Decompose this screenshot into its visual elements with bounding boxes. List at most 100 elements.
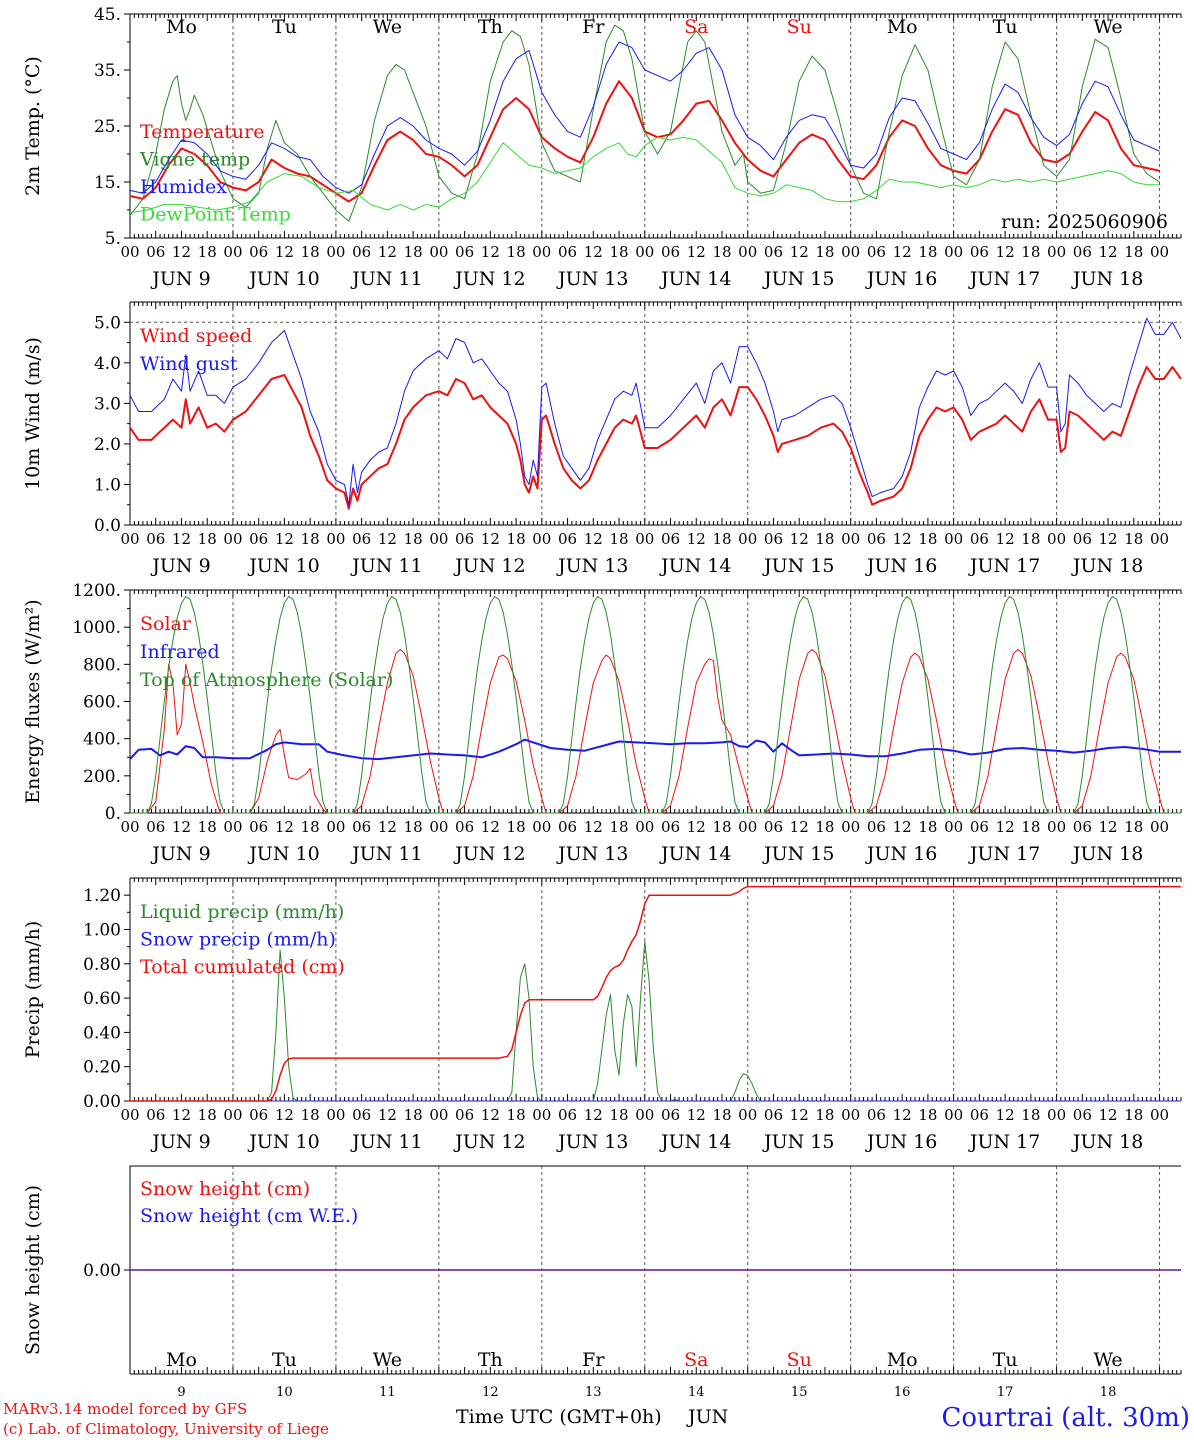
hour-tick-label: 00	[429, 243, 448, 261]
hour-tick-label: 18	[404, 530, 423, 548]
hour-tick-label: 18	[507, 818, 526, 836]
hour-tick-label: 12	[275, 243, 294, 261]
hour-tick-label: 18	[301, 818, 320, 836]
hour-tick-label: 06	[867, 818, 886, 836]
hour-tick-label: 18	[507, 243, 526, 261]
date-label: JUN 13	[556, 1131, 628, 1153]
hour-tick-label: 12	[687, 818, 706, 836]
hour-tick-label: 12	[1099, 1106, 1118, 1124]
legend-entry: DewPoint Temp	[140, 204, 291, 226]
date-label: JUN 17	[968, 1131, 1040, 1153]
date-label: JUN 18	[1071, 555, 1143, 577]
y-axis-label: 10m Wind (m/s)	[22, 337, 44, 490]
hour-tick-label: 06	[455, 530, 474, 548]
hour-tick-label: 06	[661, 1106, 680, 1124]
weekday-label: We	[373, 16, 402, 38]
hour-tick-label: 00	[635, 1106, 654, 1124]
legend-entry: Top of Atmosphere (Solar)	[140, 669, 393, 691]
hour-tick-label: 18	[404, 1106, 423, 1124]
hour-tick-label: 12	[275, 1106, 294, 1124]
y-tick-label: 0.	[105, 804, 121, 824]
hour-tick-label: 00	[841, 530, 860, 548]
y-tick-label: 3.0	[94, 394, 121, 414]
hour-tick-label: 12	[790, 1106, 809, 1124]
date-label: JUN 11	[350, 268, 422, 290]
day-number-label: 12	[482, 1385, 499, 1400]
legend-entry: Wind speed	[140, 325, 252, 347]
hour-tick-label: 18	[815, 530, 834, 548]
month-label: JUN	[686, 1406, 728, 1428]
hour-tick-label: 06	[970, 818, 989, 836]
hour-tick-label: 06	[146, 1106, 165, 1124]
date-label: JUN 9	[150, 1131, 210, 1153]
legend-entry: Total cumulated (cm)	[140, 956, 345, 978]
hour-tick-label: 06	[455, 818, 474, 836]
hour-tick-label: 00	[1150, 243, 1169, 261]
hour-tick-label: 06	[764, 818, 783, 836]
hour-tick-label: 06	[661, 818, 680, 836]
hour-tick-label: 18	[1124, 243, 1143, 261]
date-label: JUN 15	[762, 268, 834, 290]
hour-tick-label: 12	[996, 818, 1015, 836]
series-line-energy-0	[130, 649, 1181, 814]
hour-tick-label: 18	[609, 243, 628, 261]
hour-tick-label: 18	[1021, 1106, 1040, 1124]
hour-tick-label: 06	[867, 243, 886, 261]
hour-tick-label: 06	[661, 530, 680, 548]
hour-tick-label: 00	[326, 818, 345, 836]
y-tick-label: 4.0	[94, 354, 121, 374]
y-tick-label: 35.	[94, 61, 121, 81]
hour-tick-label: 00	[635, 530, 654, 548]
hour-tick-label: 06	[249, 530, 268, 548]
hour-tick-label: 12	[893, 530, 912, 548]
series-line-temp-2	[129, 41, 1160, 194]
hour-tick-label: 12	[481, 818, 500, 836]
weekday-label: Th	[478, 16, 503, 38]
weekday-label: Tu	[993, 16, 1018, 38]
hour-tick-label: 06	[661, 243, 680, 261]
hour-tick-label: 12	[584, 1106, 603, 1124]
day-number-label: 16	[894, 1385, 911, 1400]
hour-tick-label: 06	[558, 530, 577, 548]
hour-tick-label: 00	[223, 1106, 242, 1124]
hour-tick-label: 06	[249, 243, 268, 261]
date-label: JUN 12	[453, 1131, 525, 1153]
weekday-label: We	[373, 1349, 402, 1371]
hour-tick-label: 12	[893, 818, 912, 836]
hour-tick-label: 12	[172, 818, 191, 836]
hour-tick-label: 12	[687, 243, 706, 261]
date-label: JUN 15	[762, 843, 834, 865]
date-label: JUN 13	[556, 268, 628, 290]
hour-tick-label: 18	[815, 1106, 834, 1124]
date-label: JUN 14	[659, 843, 731, 865]
hour-tick-label: 06	[867, 530, 886, 548]
legend-entry: Infrared	[140, 641, 220, 663]
hour-tick-label: 00	[223, 530, 242, 548]
hour-tick-label: 18	[301, 530, 320, 548]
y-tick-label: 0.60	[83, 989, 121, 1009]
panel-precip: 0.00 0.20 0.40 0.60 0.80 1.00 1.20 Precip (mm/h…	[22, 877, 1182, 1153]
hour-tick-label: 06	[249, 818, 268, 836]
hour-tick-label: 00	[1047, 1106, 1066, 1124]
hour-tick-label: 00	[738, 1106, 757, 1124]
hour-tick-label: 06	[764, 1106, 783, 1124]
hour-tick-label: 12	[893, 1106, 912, 1124]
hour-tick-label: 12	[996, 1106, 1015, 1124]
date-label: JUN 11	[350, 555, 422, 577]
y-tick-label: 5.0	[94, 313, 121, 333]
hour-tick-label: 18	[609, 818, 628, 836]
hour-tick-label: 18	[198, 1106, 217, 1124]
hour-tick-label: 06	[146, 818, 165, 836]
series-line-wind-0	[129, 365, 1182, 510]
hour-tick-label: 18	[404, 243, 423, 261]
hour-tick-label: 18	[609, 530, 628, 548]
date-label: JUN 12	[453, 268, 525, 290]
hour-tick-label: 18	[404, 818, 423, 836]
series-line-precip-2	[130, 885, 1181, 1102]
hour-tick-label: 00	[1047, 243, 1066, 261]
hour-tick-label: 12	[172, 243, 191, 261]
y-axis-label: Snow height (cm)	[22, 1185, 44, 1355]
weekday-label: Mo	[887, 16, 918, 38]
date-label: JUN 10	[247, 1131, 319, 1153]
hour-tick-label: 12	[687, 1106, 706, 1124]
